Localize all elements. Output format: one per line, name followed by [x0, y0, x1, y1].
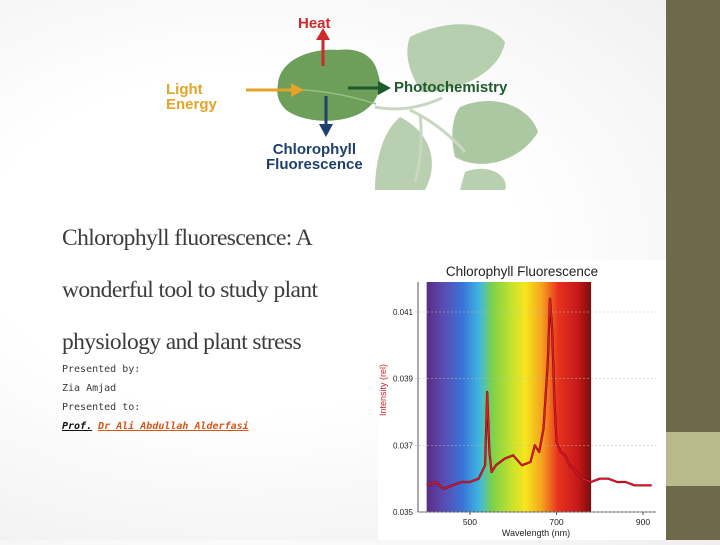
chlorophyll-fluorescence-label: Chlorophyll Fluorescence [266, 142, 363, 172]
x-tick-label: 900 [636, 517, 650, 527]
x-tick-label: 700 [549, 517, 563, 527]
presented-by-label: Presented by: [62, 364, 141, 375]
heat-label: Heat [298, 15, 331, 32]
y-tick-label: 0.039 [393, 375, 414, 384]
chart-title: Chlorophyll Fluorescence [446, 264, 598, 279]
presented-to-label: Presented to: [62, 402, 141, 413]
y-axis-label: Intensity (rel) [378, 364, 388, 416]
light-label-line1: Light [166, 81, 203, 98]
fluorescence-diagram: Heat Light Energy Photochemistry Chlorop… [160, 12, 560, 190]
title-line-3: physiology and plant stress [62, 329, 302, 355]
y-tick-label: 0.035 [393, 508, 414, 517]
title-line-2: wonderful tool to study plant [62, 277, 318, 303]
light-label-line2: Energy [166, 96, 217, 113]
fluorescence-chart: Chlorophyll Fluorescence 0.035 0.037 0.039… [378, 260, 666, 540]
leaf-illustration [246, 24, 538, 190]
x-tick-label: 500 [463, 517, 477, 527]
y-tick-label: 0.037 [393, 441, 414, 450]
sidebar-accent-block [666, 432, 720, 486]
light-energy-label: Light Energy [166, 82, 217, 112]
x-axis-label: Wavelength (nm) [502, 528, 570, 538]
fluor-label-line1: Chlorophyll [272, 141, 357, 158]
title-line-1: Chlorophyll fluorescence: A [62, 225, 313, 251]
y-tick-label: 0.041 [393, 308, 414, 317]
presenter-name: Zia Amjad [62, 383, 117, 394]
photochemistry-label: Photochemistry [394, 79, 508, 96]
professor-line: Prof. Dr Ali Abdullah Alderfasi [62, 421, 249, 432]
fluor-label-line2: Fluorescence [266, 156, 363, 173]
series-line [426, 297, 652, 490]
professor-prefix: Prof. [62, 421, 93, 432]
spectrum-band [426, 282, 592, 512]
slide-title: Chlorophyll fluorescence: A wonderful to… [62, 212, 372, 368]
chart-svg: Chlorophyll Fluorescence 0.035 0.037 0.039… [378, 264, 656, 538]
professor-name-link[interactable]: Dr Ali Abdullah Alderfasi [98, 421, 249, 432]
